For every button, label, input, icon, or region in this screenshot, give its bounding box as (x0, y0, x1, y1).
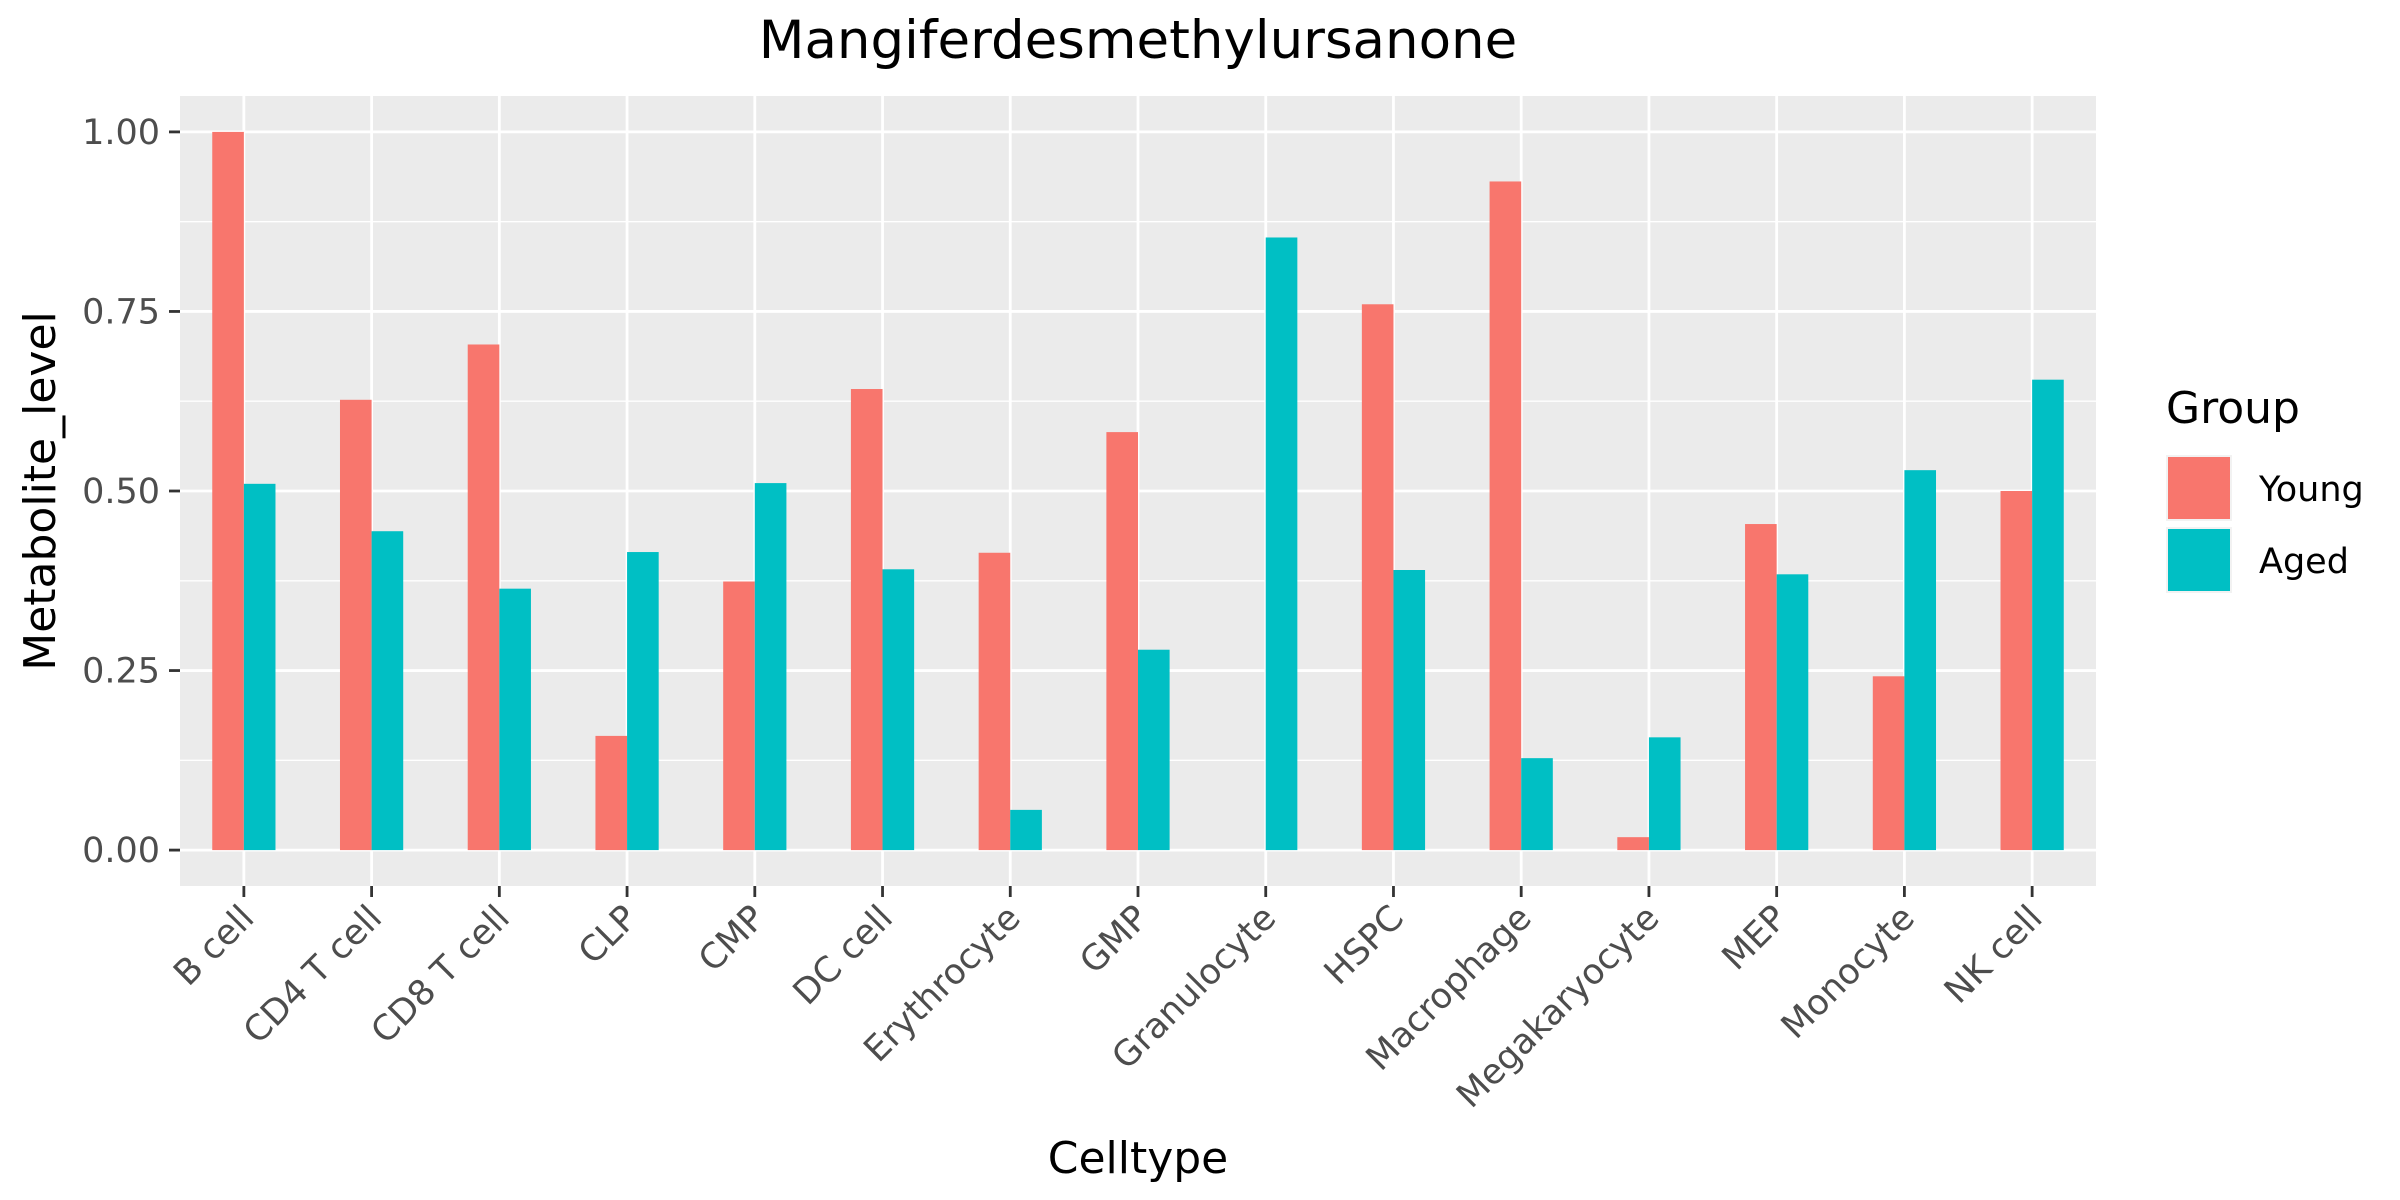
bar-aged (1265, 237, 1298, 851)
bar-young (1872, 676, 1905, 851)
bar-aged (1138, 649, 1170, 851)
bar-young (850, 389, 883, 851)
bar-young (1489, 181, 1522, 851)
bar-young (467, 344, 500, 851)
y-axis: 0.00 0.25 0.50 0.75 1.00 (82, 113, 180, 871)
bar-aged (1648, 737, 1681, 851)
bar-aged (882, 569, 915, 851)
bar-young (723, 581, 755, 851)
bar-aged (754, 483, 787, 851)
bar-young (1617, 837, 1649, 851)
legend-title: Group (2166, 383, 2300, 434)
legend-key-aged (2168, 529, 2230, 591)
bar-young (2000, 491, 2033, 851)
bar-aged (1010, 809, 1042, 851)
bar-aged (2032, 379, 2064, 851)
y-tick-label: 0.75 (82, 292, 160, 332)
bar-young (978, 552, 1011, 851)
chart-title: Mangiferdesmethylursanone (759, 10, 1518, 71)
bar-young (212, 131, 244, 851)
bar-aged (627, 552, 659, 851)
y-tick-label: 1.00 (82, 113, 160, 153)
y-tick-label: 0.50 (82, 472, 160, 512)
legend: Group Young Aged (2166, 383, 2364, 593)
bars-group (212, 131, 2064, 851)
bar-aged (371, 531, 404, 851)
y-tick-label: 0.25 (82, 652, 160, 692)
bar-aged (1776, 574, 1809, 851)
bar-young (1745, 524, 1777, 851)
bar-aged (499, 588, 531, 851)
bar-young (595, 735, 628, 851)
legend-key-young (2168, 457, 2230, 519)
bar-aged (243, 483, 276, 851)
bar-aged (1521, 758, 1553, 851)
y-axis-title: Metabolite_level (15, 311, 66, 671)
bar-young (339, 399, 372, 851)
legend-label-aged: Aged (2259, 542, 2349, 582)
bar-young (1361, 304, 1394, 851)
y-tick-label: 0.00 (82, 831, 160, 871)
bar-aged (1904, 470, 1937, 851)
x-axis-title: Celltype (1048, 1133, 1229, 1184)
bar-young (1106, 432, 1138, 851)
legend-label-young: Young (2258, 470, 2364, 510)
bar-aged (1393, 570, 1426, 851)
